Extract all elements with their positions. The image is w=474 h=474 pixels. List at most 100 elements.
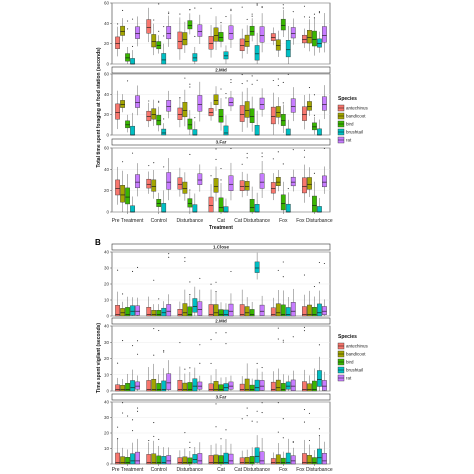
box-body [182,102,188,118]
box-antechinus [115,23,120,57]
box-brushtail [192,193,198,213]
outlier-point [241,418,243,420]
outlier-point [189,281,191,283]
box-body [307,177,312,190]
outlier-point [189,9,191,11]
box-body [228,97,234,107]
outlier-point [318,428,320,430]
box-body [125,187,130,205]
box-body [280,457,286,465]
box-body [275,39,281,51]
box-rat [259,295,265,316]
box-body [213,27,219,42]
panel-letter-b: B [95,238,101,247]
chart-a: 0 20 40 60 2.Mid 0 20 40 60 3.Far 0 20 40 60 Pre Treat… [96,1,369,232]
box-rat [166,447,172,465]
outlier-point [251,75,253,77]
box-body [161,307,167,317]
box-bird [125,373,130,392]
outlier-point [158,298,160,300]
box-body [290,455,296,465]
box-antechinus [146,367,152,392]
box-bird [156,298,162,317]
box-bandicoot [244,297,250,317]
box-brushtail [130,270,135,316]
box-bandicoot [275,402,281,465]
box-antechinus [270,452,276,465]
outlier-point [189,86,191,88]
box-antechinus [239,163,245,198]
outlier-point [308,16,310,18]
box-bandicoot [213,148,219,202]
box-body [166,455,172,465]
box-bird [280,81,286,133]
box-bird [218,88,224,131]
box-rat [322,85,327,120]
box-antechinus [208,444,214,465]
box-body [280,383,286,392]
box-rat [197,14,203,44]
box-body [146,19,152,34]
box-body [254,45,260,61]
box-bird [187,367,193,392]
box-antechinus [208,7,214,58]
box-body [223,206,229,213]
box-rat [197,277,203,316]
outlier-point [308,412,310,414]
box-brushtail [254,410,260,464]
box-body [187,198,193,208]
outlier-point [303,156,306,158]
box-body [192,454,198,464]
outlier-point [308,87,310,89]
y-axis-title: Time spent vigilant (seconds) [96,323,102,394]
box-body [290,379,296,391]
outlier-point [194,7,196,9]
y-tick-label: 40 [104,400,110,405]
box-body [244,378,250,392]
box-body [161,380,167,392]
outlier-point [117,269,119,271]
outlier-point [303,149,306,151]
y-tick-label: 30 [104,340,110,345]
outlier-point [189,441,191,443]
box-rat [259,88,265,117]
box-brushtail [130,345,135,392]
box-bird [156,100,162,132]
box-body [259,97,265,110]
legend-label: brushtail [346,130,363,135]
y-tick-label: 60 [104,1,110,6]
outlier-point [318,11,320,13]
outlier-point [261,156,263,158]
facet-2: 2.Mid 0 10 20 30 40 [104,317,331,394]
box-antechinus [146,440,152,465]
x-tick-label: Cat [217,218,225,224]
box-bandicoot [120,340,125,392]
box-brushtail [223,15,229,64]
box-rat [197,164,203,192]
box-bandicoot [275,269,281,317]
box-body [285,452,291,465]
y-axis-title: Total time spent foraging at food statio… [96,47,102,168]
x-tick-label: Cat Disturbance [234,218,270,224]
outlier-point [194,117,196,119]
outlier-point [241,163,243,165]
outlier-point [220,88,222,90]
outlier-point [261,412,263,414]
box-body [302,177,307,194]
y-tick-label: 20 [104,112,110,117]
box-body [223,309,229,317]
x-tick-label: Fox Disturbance [296,467,333,473]
box-bird [312,285,317,317]
box-bandicoot [275,327,281,392]
outlier-point [184,77,186,79]
box-brushtail [161,301,167,317]
box-antechinus [177,450,183,465]
box-body [166,26,172,40]
outlier-point [117,362,119,364]
box-rat [322,441,327,465]
box-body [249,108,255,123]
box-bandicoot [244,407,250,465]
box-brushtail [254,192,260,213]
y-tick-label: 40 [104,167,110,172]
box-body [259,451,265,465]
